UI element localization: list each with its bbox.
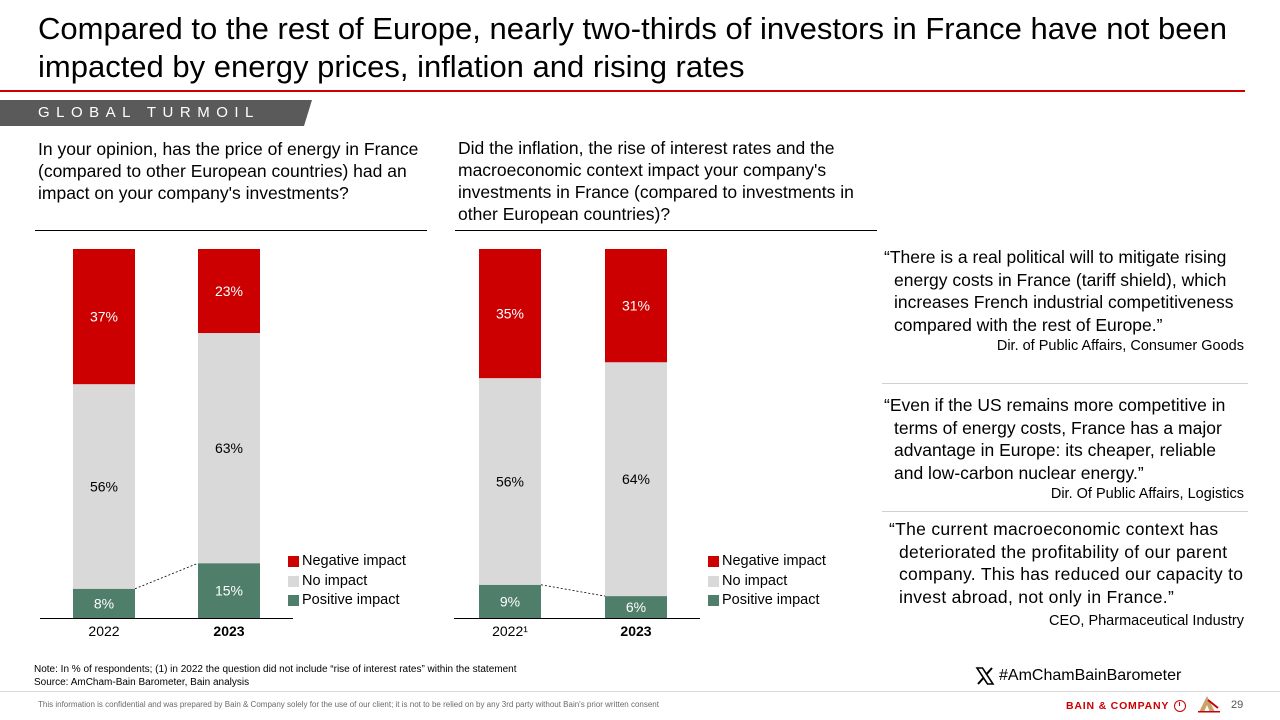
quote-3: “The current macroeconomic context has d… xyxy=(889,518,1244,631)
bar-segment xyxy=(198,249,260,334)
category-label: 2023 xyxy=(213,623,244,639)
quote-2: “Even if the US remains more competitive… xyxy=(884,394,1244,504)
quote-text: “There is a real political will to mitig… xyxy=(884,247,1234,335)
category-label: 2022 xyxy=(88,623,119,639)
bar-segment xyxy=(198,563,260,618)
quote-text: “The current macroeconomic context has d… xyxy=(889,519,1244,607)
legend-swatch-positive xyxy=(708,595,719,607)
question-rule-2 xyxy=(455,230,877,231)
question-rule-1 xyxy=(35,230,427,231)
bar-segment xyxy=(605,249,667,363)
page-number: 29 xyxy=(1231,699,1244,711)
footer-rule xyxy=(0,691,1280,692)
confidentiality-footer: This information is confidential and was… xyxy=(38,700,659,709)
quote-text: “Even if the US remains more competitive… xyxy=(884,395,1226,483)
legend-item-no-impact: No impact xyxy=(708,572,826,592)
legend-item-negative: Negative impact xyxy=(708,552,826,572)
legend-item-no-impact: No impact xyxy=(288,572,406,592)
bar-segment xyxy=(73,588,135,618)
legend-label-no-impact: No impact xyxy=(722,572,788,589)
bar-segment xyxy=(479,378,541,585)
bar-segment xyxy=(605,596,667,618)
legend-label-positive: Positive impact xyxy=(722,592,820,608)
data-label: 9% xyxy=(500,593,520,609)
quote-divider xyxy=(882,511,1248,512)
legend-chart-2: Negative impact No impact Positive impac… xyxy=(708,552,826,611)
legend-label-no-impact: No impact xyxy=(302,572,368,589)
hashtag-text: #AmChamBainBarometer xyxy=(999,667,1182,684)
legend-label-negative: Negative impact xyxy=(302,553,406,569)
bain-logo: BAIN & COMPANY xyxy=(1066,700,1187,712)
bar-segment xyxy=(479,584,541,618)
quote-author: Dir. of Public Affairs, Consumer Goods xyxy=(996,338,1244,354)
data-label: 37% xyxy=(90,309,118,325)
quote-author: CEO, Pharmaceutical Industry xyxy=(1048,613,1244,629)
bar-segment xyxy=(73,384,135,589)
legend-chart-1: Negative impact No impact Positive impac… xyxy=(288,552,406,611)
data-label: 31% xyxy=(622,298,650,314)
amcham-logo-icon xyxy=(1198,696,1220,713)
data-label: 15% xyxy=(215,583,243,599)
quote-1: “There is a real political will to mitig… xyxy=(884,246,1244,356)
bain-circle-icon xyxy=(1174,700,1187,712)
note-text: Note: In % of respondents; (1) in 2022 t… xyxy=(34,664,517,675)
hashtag[interactable]: #AmChamBainBarometer xyxy=(975,666,1181,686)
footnote: Note: In % of respondents; (1) in 2022 t… xyxy=(34,664,517,689)
connector-line xyxy=(134,562,199,590)
quote-divider xyxy=(882,383,1248,384)
legend-label-negative: Negative impact xyxy=(722,553,826,569)
category-label: 2023 xyxy=(620,623,651,639)
data-label: 56% xyxy=(90,478,118,494)
bar-segment xyxy=(605,362,667,597)
brand-text: BAIN & COMPANY xyxy=(1066,700,1170,712)
question-energy: In your opinion, has the price of energy… xyxy=(38,139,419,203)
legend-swatch-no-impact xyxy=(288,575,299,587)
legend-item-positive: Positive impact xyxy=(288,591,406,611)
data-label: 56% xyxy=(496,473,524,489)
category-label: 2022¹ xyxy=(492,623,528,639)
title-rule xyxy=(0,90,1245,92)
legend-item-positive: Positive impact xyxy=(708,591,826,611)
data-label: 64% xyxy=(622,471,650,487)
data-label: 23% xyxy=(215,283,243,299)
source-text: Source: AmCham-Bain Barometer, Bain anal… xyxy=(34,676,250,688)
x-logo-icon xyxy=(975,667,995,685)
data-label: 8% xyxy=(94,595,114,611)
legend-swatch-no-impact xyxy=(708,575,719,587)
connector-line xyxy=(540,584,606,597)
quote-author: Dir. Of Public Affairs, Logistics xyxy=(1050,486,1244,502)
legend-item-negative: Negative impact xyxy=(288,552,406,572)
data-label: 35% xyxy=(496,306,524,322)
bar-segment xyxy=(479,249,541,379)
page-title: Compared to the rest of Europe, nearly t… xyxy=(38,11,1227,84)
legend-swatch-negative xyxy=(288,556,299,568)
bar-segment xyxy=(198,333,260,564)
data-label: 63% xyxy=(215,440,243,456)
section-tag: GLOBAL TURMOIL xyxy=(0,100,312,126)
legend-swatch-positive xyxy=(288,595,299,607)
question-inflation: Did the inflation, the rise of interest … xyxy=(458,138,854,224)
legend-label-positive: Positive impact xyxy=(302,592,400,608)
legend-swatch-negative xyxy=(708,556,719,568)
bar-segment xyxy=(73,249,135,385)
data-label: 6% xyxy=(626,599,646,615)
